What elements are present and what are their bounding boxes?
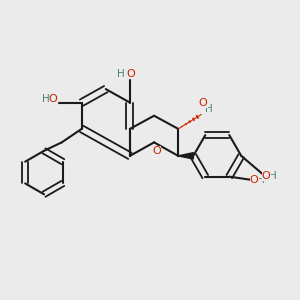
Text: H: H — [206, 104, 213, 114]
Text: O: O — [250, 175, 259, 185]
Text: H: H — [42, 94, 50, 104]
Text: O: O — [126, 69, 135, 79]
Text: O: O — [199, 98, 208, 108]
Polygon shape — [178, 153, 193, 159]
Text: H: H — [117, 69, 125, 79]
Text: O: O — [49, 94, 57, 104]
Text: O: O — [152, 146, 161, 156]
Text: O: O — [262, 171, 271, 181]
Text: H: H — [257, 175, 265, 185]
Text: H: H — [269, 171, 277, 181]
